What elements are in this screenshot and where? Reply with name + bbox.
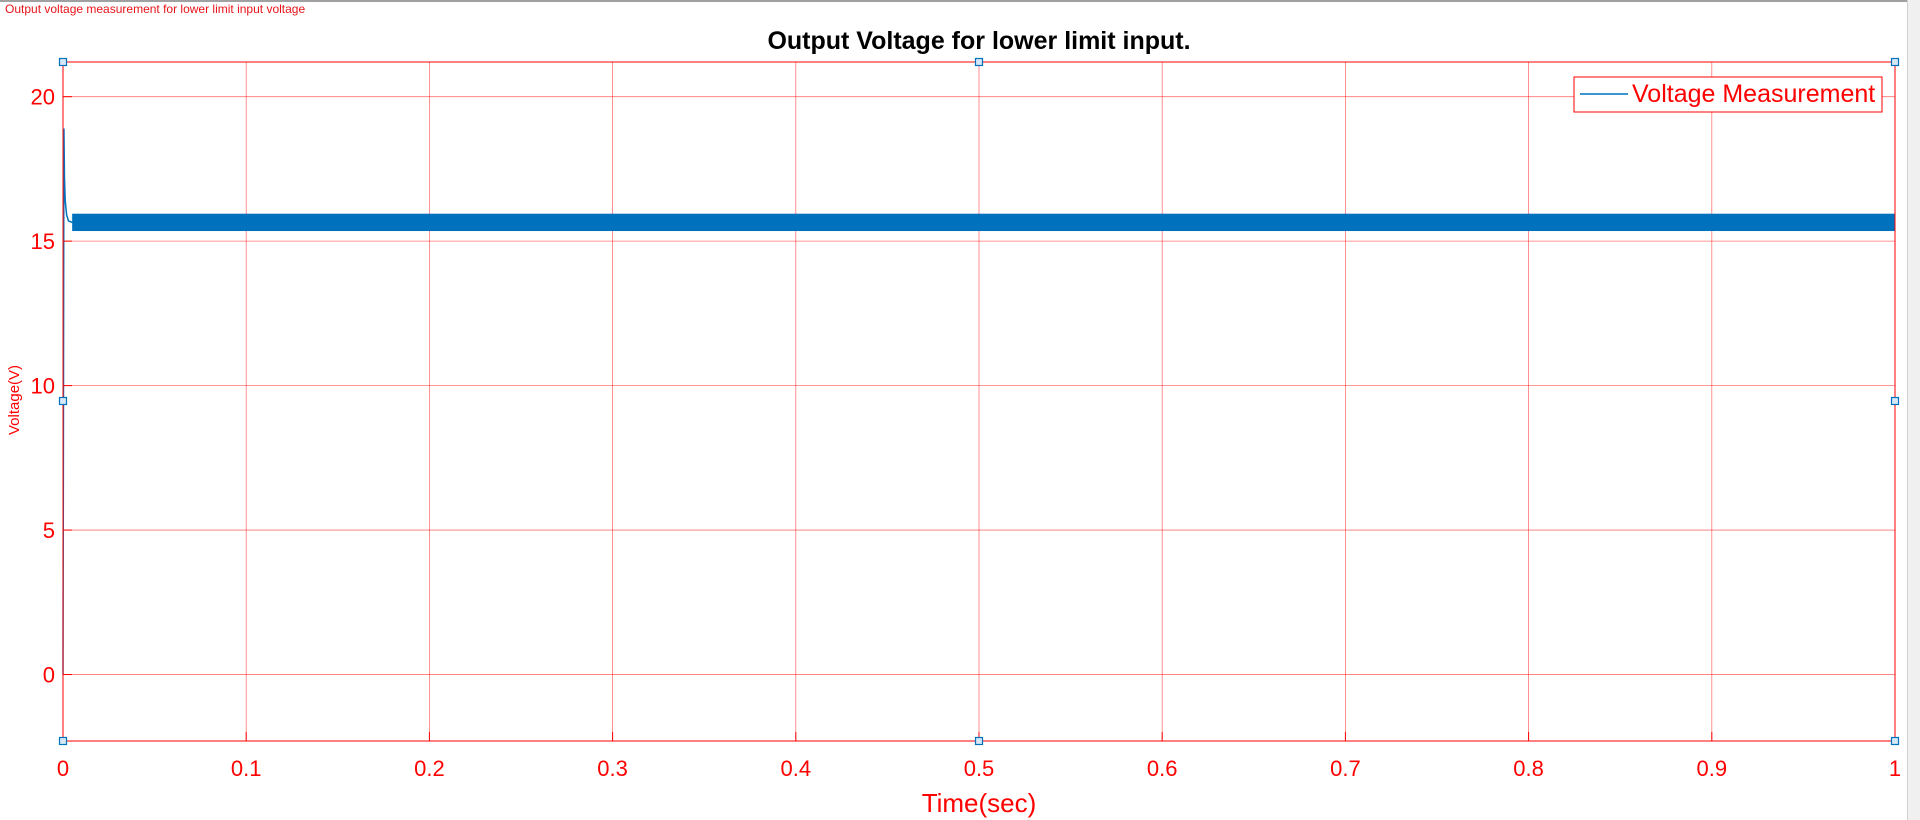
x-tick-label: 0.1 — [231, 756, 262, 781]
resize-handle[interactable] — [58, 57, 68, 67]
x-tick-label: 0.3 — [597, 756, 628, 781]
y-tick-label: 0 — [43, 663, 55, 688]
series-line-voltage-measurement — [62, 128, 1895, 675]
x-tick-label: 0.4 — [781, 756, 812, 781]
grid — [63, 62, 1895, 741]
x-tick-label: 0.8 — [1513, 756, 1544, 781]
resize-handle[interactable] — [1890, 396, 1900, 406]
resize-handle[interactable] — [58, 396, 68, 406]
window-top-border — [0, 0, 1920, 2]
y-tick-label: 15 — [31, 229, 55, 254]
chart-title: Output Voltage for lower limit input. — [767, 27, 1190, 55]
y-tick-label: 20 — [31, 85, 55, 110]
window-scrollbar[interactable] — [1907, 0, 1920, 820]
resize-handle[interactable] — [1890, 736, 1900, 746]
resize-handle[interactable] — [974, 57, 984, 67]
y-tick-label: 10 — [31, 374, 55, 399]
y-axis-label: Voltage(V) — [6, 365, 23, 435]
x-tick-label: 0.2 — [414, 756, 445, 781]
x-tick-label: 0.9 — [1697, 756, 1728, 781]
legend[interactable]: Voltage Measurement — [1573, 76, 1883, 113]
x-tick-label: 0 — [57, 756, 69, 781]
resize-handle[interactable] — [1890, 57, 1900, 67]
x-axis-label: Time(sec) — [922, 788, 1037, 818]
x-tick-label: 0.7 — [1330, 756, 1361, 781]
x-tick-label: 0.6 — [1147, 756, 1178, 781]
y-tick-label: 5 — [43, 518, 55, 543]
series-layer — [62, 128, 1895, 675]
figure-caption: Output voltage measurement for lower lim… — [5, 2, 306, 16]
resize-handle[interactable] — [58, 736, 68, 746]
legend-entry-voltage-measurement: Voltage Measurement — [1632, 80, 1875, 108]
x-tick-label: 1 — [1889, 756, 1901, 781]
selection-handles[interactable] — [58, 57, 1900, 746]
x-tick-label: 0.5 — [964, 756, 995, 781]
resize-handle[interactable] — [974, 736, 984, 746]
